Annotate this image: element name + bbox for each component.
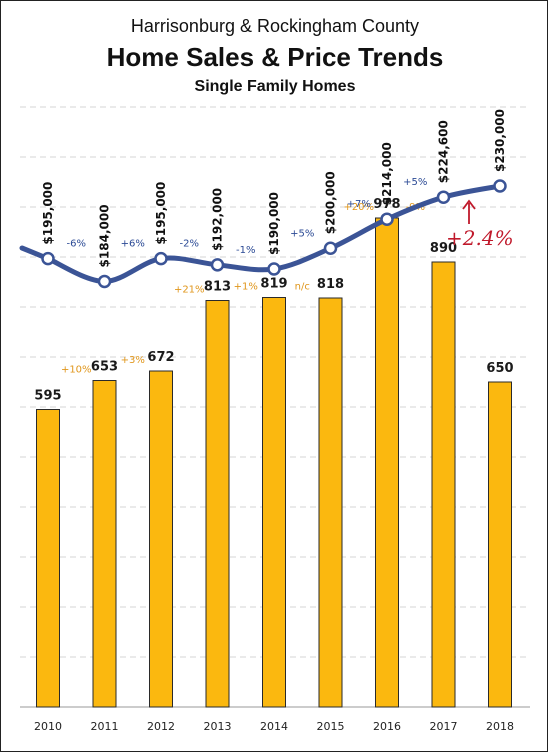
x-tick-label: 2013 [204, 720, 232, 733]
price-change-label: -6% [67, 239, 86, 250]
price-point [97, 274, 112, 289]
bar-value-label: 978 [373, 197, 400, 212]
price-value-label: $214,000 [380, 142, 394, 205]
bar [488, 381, 512, 708]
bar-change-label: +3% [121, 355, 145, 366]
bar-value-label: 653 [91, 360, 118, 375]
bar [205, 300, 230, 708]
bar-value-label: 813 [204, 280, 231, 295]
price-point [41, 251, 55, 266]
bar [36, 409, 60, 708]
bar-change-label: +21% [174, 285, 205, 296]
bar [262, 297, 286, 708]
price-point [493, 179, 507, 193]
bar [318, 297, 343, 708]
price-value-label: $195,000 [154, 182, 168, 245]
x-tick-label: 2018 [486, 720, 514, 733]
bar-change-label: n/c [295, 282, 310, 293]
price-point [323, 241, 338, 255]
x-tick-label: 2016 [373, 720, 401, 733]
x-axis-labels: 2010 2011 2012 2013 2014 2015 2016 2017 2018 [34, 720, 514, 733]
price-value-label: $190,000 [267, 192, 281, 255]
price-point [154, 251, 168, 266]
price-point [380, 212, 394, 226]
price-line-series: $195,000 $184,000 -6% $195,000 +6% $192,000 -2… [19, 109, 507, 289]
price-change-label: +5% [403, 177, 427, 188]
chart-location-title: Harrisonburg & Rockingham County [130, 16, 420, 36]
x-tick-label: 2014 [260, 720, 288, 733]
x-tick-label: 2011 [91, 720, 119, 733]
x-tick-label: 2015 [317, 720, 345, 733]
annotation-label: +2.4% [446, 226, 514, 250]
price-point [210, 258, 225, 272]
chart-subtitle: Single Family Homes [194, 78, 356, 95]
bar-value-label: 890 [430, 241, 457, 256]
bar [431, 261, 456, 708]
bar-value-label: 595 [34, 389, 61, 404]
price-value-label: $200,000 [324, 171, 338, 234]
price-value-label: $192,000 [211, 188, 225, 251]
annotation: +2.4% [446, 199, 514, 250]
x-tick-label: 2010 [34, 720, 62, 733]
price-point [267, 262, 281, 276]
price-value-label: $230,000 [493, 109, 507, 172]
bar-change-label: +10% [61, 365, 92, 376]
bar-value-label: 672 [147, 350, 174, 365]
price-value-label: $224,600 [437, 120, 451, 183]
price-value-label: $195,000 [41, 182, 55, 245]
bar [149, 370, 173, 708]
bar [375, 217, 399, 708]
price-change-label: -2% [180, 239, 199, 250]
price-value-label: $184,000 [98, 204, 112, 267]
chart-main-title: Home Sales & Price Trends [106, 42, 444, 72]
price-change-label: +6% [121, 239, 145, 250]
x-tick-label: 2012 [147, 720, 175, 733]
bar-change-label: +20% [343, 202, 374, 213]
x-tick-label: 2017 [430, 720, 458, 733]
bar-value-label: 650 [486, 361, 513, 376]
price-change-label: +7% [347, 199, 371, 210]
bar-change-label: +1% [234, 282, 258, 293]
price-change-label: +5% [290, 228, 314, 239]
price-point [436, 190, 451, 204]
annotation-arrowhead [462, 199, 476, 210]
bar-value-label: 819 [260, 277, 287, 292]
bar-value-label: 818 [317, 277, 344, 292]
price-change-label: -1% [236, 245, 255, 256]
bar [92, 380, 117, 708]
